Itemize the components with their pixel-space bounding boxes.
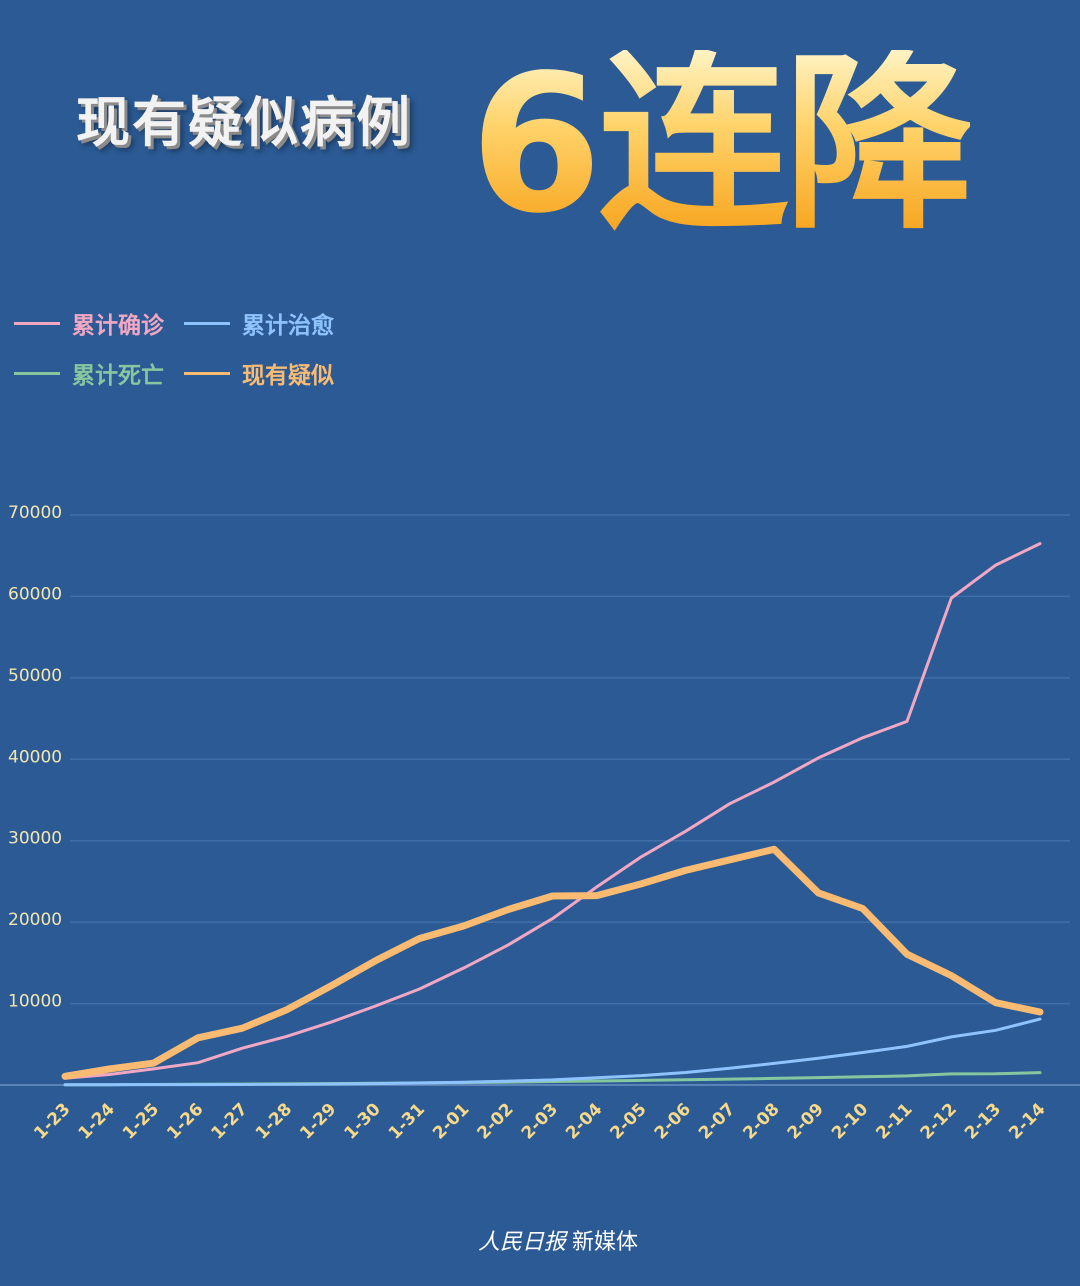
y-tick-label: 30000 (8, 829, 62, 849)
x-tick-label: 2-12 (917, 1099, 961, 1143)
x-tick-label: 2-02 (473, 1099, 517, 1143)
x-tick-label: 2-03 (518, 1099, 562, 1143)
x-tick-label: 1-23 (30, 1099, 74, 1143)
y-tick-label: 40000 (8, 747, 62, 767)
x-tick-label: 2-07 (695, 1099, 739, 1143)
legend-label: 累计治愈 (242, 313, 334, 339)
x-tick-label: 2-14 (1005, 1099, 1049, 1143)
x-tick-label: 2-11 (872, 1099, 916, 1143)
x-tick-label: 2-04 (562, 1099, 606, 1143)
footer-label: 新媒体 (572, 1230, 639, 1255)
x-tick-label: 1-29 (296, 1099, 340, 1143)
legend-swatch (14, 321, 60, 325)
x-tick-label: 2-10 (828, 1099, 872, 1143)
y-tick-label: 50000 (8, 666, 62, 686)
x-tick-label: 1-31 (385, 1099, 429, 1143)
headline: 6连降 (470, 34, 974, 255)
y-tick-label: 70000 (8, 503, 62, 523)
publisher-logo: 人民日报 (478, 1230, 567, 1255)
series-line-confirmed (63, 542, 1042, 1080)
x-tick-label: 1-26 (163, 1099, 207, 1143)
x-tick-label: 1-30 (341, 1099, 385, 1143)
x-tick-label: 2-06 (651, 1099, 695, 1143)
legend-item-deaths: 累计死亡 (14, 356, 164, 390)
legend-item-suspected: 现有疑似 (184, 356, 334, 390)
x-tick-label: 1-25 (119, 1099, 163, 1143)
footer: 人民日报 新媒体 (478, 1224, 638, 1256)
x-tick-label: 1-27 (208, 1099, 252, 1143)
x-tick-label: 2-13 (961, 1099, 1005, 1143)
legend-label: 累计确诊 (72, 313, 164, 339)
legend-item-cured: 累计治愈 (184, 306, 334, 340)
legend-swatch (14, 371, 60, 375)
x-tick-label: 1-24 (75, 1099, 119, 1143)
x-tick-label: 2-01 (429, 1099, 473, 1143)
legend-swatch (184, 321, 230, 325)
legend-swatch (184, 371, 230, 375)
series-line-cured (63, 1017, 1042, 1087)
subtitle: 现有疑似病例 (76, 91, 412, 154)
series-line-suspected (61, 845, 1044, 1080)
legend-label: 累计死亡 (72, 363, 164, 389)
y-tick-label: 20000 (8, 910, 62, 930)
y-tick-label: 10000 (8, 992, 62, 1012)
x-tick-label: 2-09 (784, 1099, 828, 1143)
legend-item-confirmed: 累计确诊 (14, 306, 164, 340)
x-tick-label: 2-05 (606, 1099, 650, 1143)
y-tick-label: 60000 (8, 584, 62, 604)
x-tick-label: 1-28 (252, 1099, 296, 1143)
x-tick-label: 2-08 (739, 1099, 783, 1143)
legend-label: 现有疑似 (242, 363, 334, 389)
